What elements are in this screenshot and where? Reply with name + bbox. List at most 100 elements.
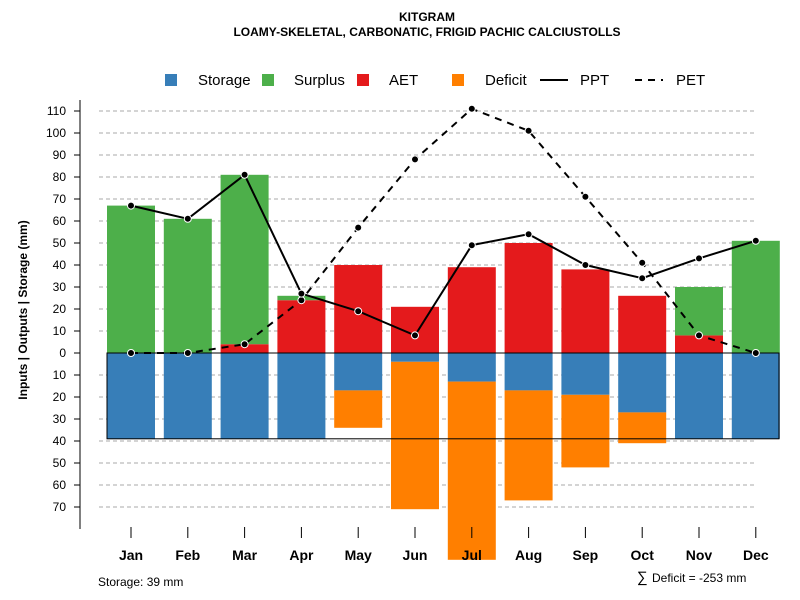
y-tick-label: 20 — [53, 302, 67, 316]
ppt-point — [695, 254, 703, 263]
y-tick-label: 0 — [59, 346, 66, 360]
legend-label: Surplus — [294, 72, 345, 89]
x-axis: Jan Feb Mar Apr May Jun Jul Aug Sep Oct Nov Dec — [119, 527, 769, 563]
ppt-point — [638, 274, 647, 283]
line-series — [127, 104, 760, 357]
y-tick-label: 10 — [53, 324, 67, 338]
chart-legend: Storage Surplus AET Deficit PPT PET — [165, 72, 705, 89]
legend-swatch-aet — [357, 74, 369, 86]
y-tick-label: 60 — [53, 478, 67, 492]
storage-capacity-box — [106, 352, 780, 440]
storage-bar — [107, 353, 155, 439]
storage-bar — [163, 353, 212, 439]
ppt-point — [240, 170, 249, 179]
y-axis-label: Inputs | Outputs | Storage (mm) — [16, 220, 30, 399]
y-tick-label: 40 — [53, 434, 67, 448]
chart-subtitle: LOAMY-SKELETAL, CARBONATIC, FRIGID PACHI… — [233, 25, 620, 39]
ppt-point — [524, 230, 533, 239]
storage-capacity-outline — [106, 352, 780, 440]
storage-bar — [277, 353, 326, 439]
surplus-bar — [163, 218, 212, 353]
storage-bar — [675, 353, 723, 439]
pet-point — [695, 331, 703, 340]
y-tick-label: 50 — [53, 236, 67, 250]
pet-point — [751, 349, 760, 357]
x-tick-label: Aug — [515, 547, 542, 563]
ppt-point — [467, 241, 476, 250]
y-tick-label: 20 — [53, 390, 67, 404]
storage-bar — [447, 353, 496, 382]
storage-bar — [561, 353, 610, 395]
x-tick-label: Oct — [631, 547, 655, 563]
pet-point — [467, 104, 476, 113]
deficit-bar — [504, 390, 553, 501]
y-tick-label: 60 — [53, 214, 67, 228]
legend-label: PET — [676, 72, 705, 89]
legend-swatch-storage — [165, 74, 177, 86]
y-tick-label: 80 — [53, 170, 67, 184]
storage-bar — [731, 353, 780, 439]
deficit-symbol: ∑ — [637, 569, 648, 586]
legend-swatch-surplus — [262, 74, 274, 86]
aet-bar — [447, 267, 496, 353]
x-tick-label: Dec — [743, 547, 769, 563]
legend-label: Deficit — [485, 72, 528, 89]
x-tick-label: Sep — [573, 547, 599, 563]
x-tick-label: Nov — [686, 547, 713, 563]
storage-bar — [220, 353, 269, 439]
y-tick-label: 30 — [53, 280, 67, 294]
pet-point — [183, 349, 192, 357]
x-tick-label: Jul — [462, 547, 482, 563]
legend-swatch-deficit — [452, 74, 464, 86]
x-tick-label: May — [345, 547, 372, 563]
ppt-point — [751, 236, 760, 245]
x-tick-label: Feb — [175, 547, 200, 563]
y-tick-label: 90 — [53, 148, 67, 162]
y-tick-label: 110 — [47, 104, 66, 118]
surplus-bar — [675, 287, 723, 336]
pet-point — [411, 155, 419, 164]
aet-bar — [618, 295, 667, 353]
chart-title: KITGRAM — [399, 10, 455, 24]
surplus-bar — [220, 174, 269, 345]
storage-note: Storage: 39 mm — [98, 575, 183, 589]
legend-label: PPT — [580, 72, 609, 89]
pet-point — [354, 223, 363, 232]
deficit-bar — [618, 412, 667, 444]
aet-bar — [391, 306, 439, 353]
storage-bar — [618, 353, 667, 413]
pet-point — [240, 340, 249, 349]
ppt-point — [297, 289, 306, 298]
aet-bar — [220, 344, 269, 353]
legend-label: AET — [389, 72, 418, 89]
deficit-bar — [391, 361, 439, 510]
pet-point — [127, 349, 135, 357]
y-tick-label: 30 — [53, 412, 67, 426]
storage-bar — [391, 353, 439, 362]
deficit-bar — [334, 390, 383, 428]
surplus-bar — [731, 240, 780, 353]
ppt-line — [130, 173, 757, 337]
x-tick-label: Jan — [119, 547, 143, 563]
deficit-bar — [561, 394, 610, 468]
ppt-point — [127, 201, 135, 210]
bar-series — [107, 174, 780, 560]
y-tick-label: 70 — [53, 192, 67, 206]
storage-bar — [504, 353, 553, 391]
aet-bar — [277, 300, 326, 353]
x-tick-label: Apr — [289, 547, 314, 563]
ppt-point — [581, 261, 590, 269]
pet-point — [581, 192, 590, 201]
x-tick-label: Jun — [403, 547, 428, 563]
y-tick-label: 100 — [46, 126, 66, 140]
ppt-point — [183, 214, 192, 223]
pet-point — [638, 258, 647, 267]
y-tick-label: 40 — [53, 258, 67, 272]
storage-bar — [334, 353, 383, 391]
pet-point — [297, 296, 306, 305]
surplus-bar — [107, 205, 155, 353]
deficit-note: Deficit = -253 mm — [652, 571, 746, 585]
x-tick-label: Mar — [232, 547, 257, 563]
